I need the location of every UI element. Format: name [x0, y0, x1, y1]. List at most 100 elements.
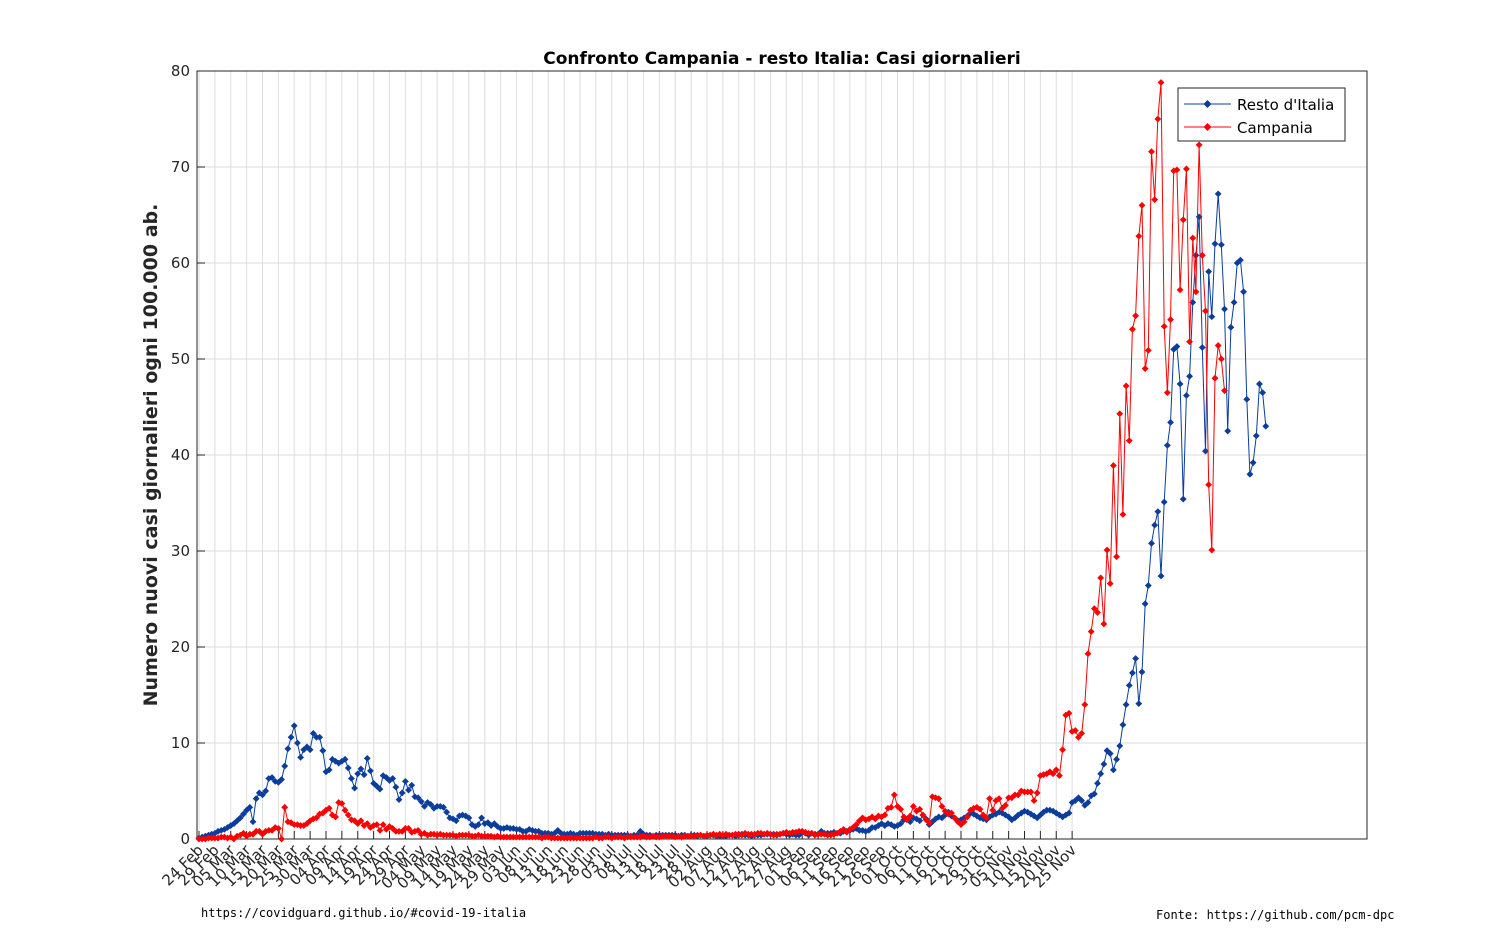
data-point [1246, 470, 1254, 478]
data-point [294, 739, 301, 747]
data-point [1227, 323, 1235, 331]
data-point [357, 765, 365, 773]
data-point [452, 817, 460, 825]
y-tick-label: 30 [171, 542, 190, 560]
data-point [1030, 797, 1038, 804]
data-point [478, 814, 485, 822]
data-point [1084, 799, 1092, 806]
data-point [427, 801, 435, 808]
data-point [852, 821, 860, 828]
data-point [1208, 546, 1216, 554]
data-point [1189, 234, 1197, 242]
data-point [363, 754, 371, 762]
data-point [313, 814, 320, 822]
data-point [1116, 742, 1124, 750]
data-point [1027, 788, 1035, 796]
data-point [1100, 760, 1108, 768]
data-point [887, 803, 895, 811]
data-point [1157, 572, 1165, 580]
data-point [1256, 380, 1263, 388]
data-point [960, 818, 968, 826]
data-point [414, 794, 422, 802]
y-axis-label: Numero nuovi casi giornalieri ogni 100.0… [140, 204, 162, 707]
data-point [1062, 811, 1070, 819]
data-point [405, 786, 412, 794]
data-point [1119, 511, 1127, 518]
data-point [465, 831, 473, 839]
data-point [903, 816, 911, 824]
data-point [1081, 802, 1089, 809]
y-tick-label: 60 [171, 254, 190, 272]
data-point [414, 826, 422, 834]
data-point [1106, 750, 1114, 757]
data-point [995, 795, 1003, 803]
data-point [1154, 508, 1162, 516]
data-point [449, 831, 457, 839]
data-point [1221, 387, 1228, 395]
data-point [1103, 546, 1111, 554]
series-0 [195, 190, 1270, 842]
data-point [1217, 241, 1225, 249]
data-point [367, 767, 374, 775]
data-point [935, 795, 943, 803]
data-point [481, 820, 489, 828]
legend-marker-resto [1203, 100, 1212, 108]
data-point [1056, 772, 1063, 780]
data-point [290, 722, 298, 730]
data-point [1129, 669, 1136, 677]
data-point [1243, 395, 1251, 403]
data-point [395, 796, 403, 804]
data-point [986, 795, 993, 803]
data-point [1125, 437, 1133, 444]
data-point [1186, 338, 1193, 346]
data-point [316, 733, 324, 741]
data-point [1259, 389, 1267, 396]
data-point [1160, 498, 1168, 506]
data-point [1097, 770, 1105, 778]
data-point [338, 800, 346, 807]
data-point [897, 820, 905, 828]
data-point [1075, 794, 1082, 802]
data-point [1249, 459, 1257, 467]
data-point [1163, 442, 1171, 449]
data-point [1129, 325, 1136, 333]
data-point [906, 812, 914, 820]
data-point [465, 814, 473, 822]
data-point [341, 755, 349, 763]
data-point [1230, 298, 1238, 306]
data-point [1014, 791, 1022, 799]
data-point [919, 811, 927, 819]
data-point [938, 802, 946, 810]
data-point [287, 733, 295, 741]
data-point [1125, 682, 1133, 689]
data-point [1071, 727, 1079, 734]
data-point [252, 795, 260, 803]
data-point [1233, 259, 1241, 267]
data-point [1132, 312, 1140, 320]
data-point [1148, 148, 1155, 156]
grid [197, 71, 1367, 839]
data-point [1141, 365, 1149, 372]
series [195, 79, 1270, 843]
data-point [1135, 700, 1143, 708]
data-point [1151, 196, 1159, 204]
data-point [1173, 166, 1181, 174]
data-point [262, 787, 270, 795]
data-point [240, 810, 247, 818]
data-point [259, 791, 266, 799]
data-point [1154, 115, 1162, 123]
data-point [348, 775, 355, 782]
data-point [325, 766, 333, 774]
data-point [240, 829, 247, 837]
data-point [1170, 346, 1178, 353]
data-point [259, 830, 266, 838]
y-tick-label: 0 [180, 830, 190, 848]
data-point [389, 775, 397, 782]
data-point [1065, 709, 1073, 717]
data-point [1179, 216, 1187, 224]
data-point [1167, 316, 1174, 324]
data-point [1202, 307, 1209, 315]
data-point [1160, 322, 1168, 330]
data-point [379, 821, 387, 828]
